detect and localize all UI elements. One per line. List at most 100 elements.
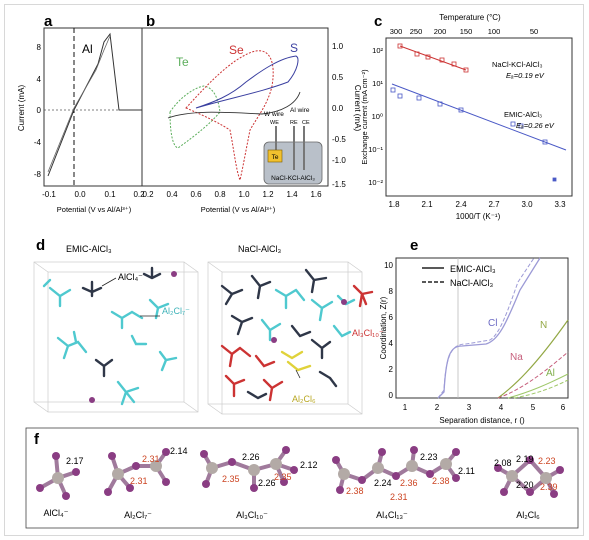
panel-c-series2-label: EMIC-AlCl₃: [504, 110, 542, 119]
panel-e-xtick: 2: [435, 403, 440, 412]
panel-a-ytick: -8: [34, 170, 42, 179]
panel-c-series1-point: [451, 61, 457, 67]
panel-b-te-curve: [169, 85, 221, 149]
figure-frame: [4, 4, 584, 536]
panel-f-letter: f: [34, 431, 40, 448]
panel-c-ytick: 10⁰: [372, 112, 383, 121]
bond-label: 2.26: [242, 452, 260, 462]
panel-e-axes: [395, 257, 569, 399]
panel-b-se-curve: [185, 50, 274, 182]
panel-f: f 2.17 AlCl₄⁻ 2.31: [25, 427, 579, 529]
panel-b-xtick: 1.2: [262, 190, 274, 199]
panel-a-axes: [43, 27, 143, 187]
panel-e-xtick: 6: [561, 403, 566, 412]
panel-c-series2-fit: [391, 83, 567, 151]
panel-b-grey-curve: [167, 91, 301, 119]
panel-d-letter: d: [36, 237, 45, 254]
bond-label: 2.23: [420, 452, 438, 462]
panel-e-n-label: N: [540, 320, 547, 331]
panel-b-s-label: S: [290, 41, 298, 55]
panel-c-top-label: Temperature (°C): [439, 13, 501, 22]
panel-d-right-molecules: [220, 268, 374, 402]
structure-name: Al₃Cl₁₀⁻: [236, 510, 268, 520]
panel-f-box: [25, 427, 579, 529]
panel-a: a Current (mA) 8 4 0 -4 -8 -0.1 0.0 0.1 …: [17, 13, 145, 214]
panel-a-xtick: 0.2: [133, 190, 145, 199]
panel-e-cl-label: Cl: [488, 318, 497, 329]
panel-a-xtick: -0.1: [42, 190, 56, 199]
panel-b-xtick: 1.0: [238, 190, 250, 199]
panel-c-top-tick: 100: [488, 27, 501, 36]
panel-e-al-dashed: [513, 379, 569, 399]
panel-b-ytick: -1.0: [332, 156, 346, 165]
panel-c-top-tick: 300: [390, 27, 403, 36]
bond-label: 2.14: [170, 446, 188, 456]
panel-c-top-tick: 250: [410, 27, 423, 36]
panel-a-ylabel: Current (mA): [17, 85, 26, 132]
panel-b-xtick: 0.6: [190, 190, 202, 199]
panel-b-inset-re-label: RE: [290, 120, 298, 126]
panel-e-ytick: 2: [389, 365, 394, 374]
panel-b-axes: [141, 27, 329, 187]
panel-e-al-curve: [507, 373, 569, 399]
structure-name: Al₂Cl₇⁻: [124, 510, 152, 520]
panel-b-xtick: 0.8: [214, 190, 226, 199]
panel-e-ytick: 8: [389, 287, 394, 296]
al-atom: [52, 472, 64, 484]
panel-c-series2-point: [437, 101, 443, 107]
bond-label: 2.38: [432, 476, 450, 486]
panel-c-series2-point: [552, 177, 557, 182]
bond-label: 2.20: [516, 480, 534, 490]
panel-b-inset: Te W wire WE Al wire RE CE NaCl-KCl-AlCl…: [263, 107, 323, 185]
panel-b-ytick: -0.5: [332, 135, 346, 144]
panel-c-ylabel: Exchange current (mA cm⁻²): [360, 69, 369, 165]
panel-b-ylabel: Current (mA): [353, 85, 362, 132]
panel-c-series2-point: [416, 95, 422, 101]
panel-c-letter: c: [374, 13, 382, 30]
panel-b: b Current (mA) 1.0 0.5 0.0 -0.5 -1.0 -1.…: [141, 13, 362, 214]
panel-a-cv-curve: [47, 32, 142, 177]
bond-label: 2.36: [400, 478, 418, 488]
panel-c-series1-point: [463, 67, 469, 73]
panel-a-letter: a: [44, 13, 53, 30]
panel-c-xlabel: 1000/T (K⁻¹): [456, 212, 501, 221]
panel-e-xtick: 1: [403, 403, 408, 412]
bond-label: 2.17: [66, 456, 84, 466]
panel-c-xtick: 1.8: [388, 200, 400, 209]
panel-d-left-label: EMIC-AlCl₃: [66, 244, 112, 254]
panel-d-al2cl7-label: Al₂Cl₇⁻: [162, 306, 190, 316]
panel-e-xtick: 4: [499, 403, 504, 412]
panel-a-ytick: -4: [34, 138, 42, 147]
panel-e-na-curve: [497, 351, 569, 399]
panel-e-ylabel: Coordination, Z(r): [379, 296, 388, 359]
panel-c-series1-point: [414, 51, 420, 57]
panel-d-na-atom: [89, 397, 95, 403]
panel-e-xtick: 3: [467, 403, 472, 412]
panel-e-na-label: Na: [510, 352, 523, 363]
bond-label: 2.12: [300, 460, 318, 470]
panel-e: e Coordination, Z(r) 10 8 6 4 2 0 1 2 3 …: [379, 237, 569, 425]
panel-c-series2-point: [397, 93, 403, 99]
panel-c-xtick: 2.1: [421, 200, 433, 209]
panel-a-ytick: 8: [37, 43, 42, 52]
panel-c-series2-point: [542, 139, 548, 145]
bond-label: 2.31: [390, 492, 408, 502]
panel-b-inset-wwire: W wire: [264, 111, 284, 118]
panel-d-na-atom: [171, 271, 177, 277]
panel-c-series2-point: [510, 121, 516, 127]
panel-d-al3cl10-label: Al₃Cl₁₀⁻: [352, 328, 384, 338]
structure-al2cl7: 2.31 2.14 2.31 Al₂Cl₇⁻: [104, 446, 188, 520]
bond-label: 2.31: [130, 476, 148, 486]
panel-e-al-label: Al: [546, 368, 555, 379]
panel-c-series1-fit: [399, 45, 467, 71]
panel-d-al2cl6-label: Al₂Cl₆: [292, 394, 316, 404]
panel-c-series2-ea: Eₐ=0.26 eV: [516, 121, 555, 130]
panel-c-axes: [385, 37, 573, 197]
panel-d-na-atom: [271, 337, 277, 343]
panel-d-right-label: NaCl-AlCl₃: [238, 244, 282, 254]
bond-label: 2.31: [142, 454, 160, 464]
panel-c-series1-label: NaCl-KCl-AlCl₃: [492, 60, 543, 69]
panel-d-alcl4-arrow: [101, 277, 117, 287]
panel-d-al2cl6-arrow: [295, 369, 301, 379]
